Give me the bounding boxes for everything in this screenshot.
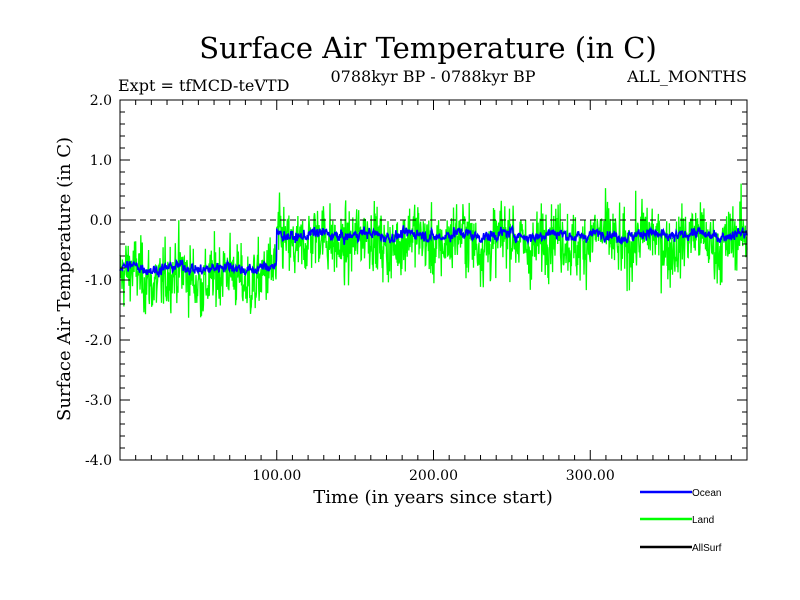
x-tick-label: 200.00 xyxy=(409,468,458,484)
y-tick-label: -4.0 xyxy=(85,453,112,469)
series-ocean-line xyxy=(119,224,748,278)
legend-label-allsurf: AllSurf xyxy=(692,543,722,554)
plot-area xyxy=(119,183,748,318)
x-tick-label: 300.00 xyxy=(566,468,615,484)
months-label: ALL_MONTHS xyxy=(626,67,747,86)
legend: Ocean Land AllSurf xyxy=(640,488,722,554)
x-axis-label: Time (in years since start) xyxy=(313,487,553,508)
legend-label-ocean: Ocean xyxy=(692,488,721,499)
y-tick-label: 1.0 xyxy=(90,153,112,169)
y-axis-label: Surface Air Temperature (in C) xyxy=(54,137,75,421)
y-tick-label: -2.0 xyxy=(85,333,112,349)
y-tick-label: 2.0 xyxy=(90,93,112,109)
x-tick-label: 100.00 xyxy=(252,468,301,484)
legend-label-land: Land xyxy=(692,515,714,526)
y-tick-label: 0.0 xyxy=(90,213,112,229)
y-tick-label: -3.0 xyxy=(85,393,112,409)
experiment-label: Expt = tfMCD-teVTD xyxy=(118,76,289,95)
chart-title: Surface Air Temperature (in C) xyxy=(199,31,657,65)
axes: 100.00 200.00 300.00 -4.0 -3.0 -2.0 -1.0 0.0 1.0… xyxy=(85,93,748,484)
y-tick-label: -1.0 xyxy=(85,273,112,289)
series-land-line xyxy=(119,183,748,318)
period-label: 0788kyr BP - 0788kyr BP xyxy=(331,67,536,86)
